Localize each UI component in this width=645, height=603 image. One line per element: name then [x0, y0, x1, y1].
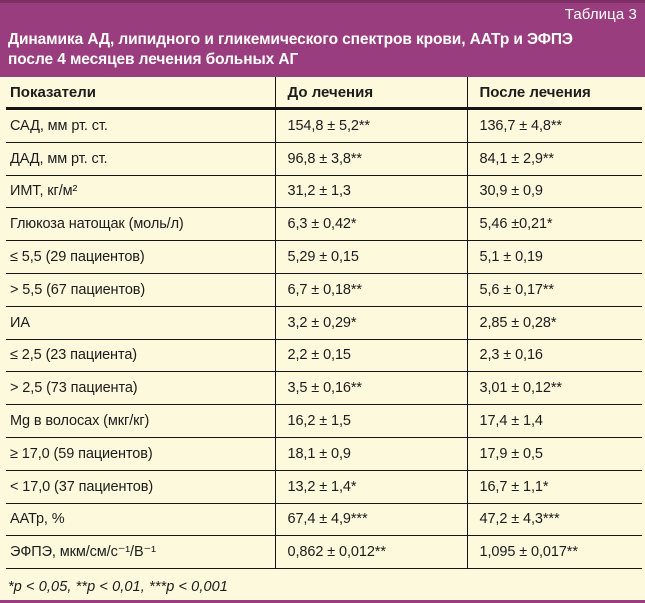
table-row: ААТр, % 67,4 ± 4,9*** 47,2 ± 4,3*** — [6, 503, 642, 537]
row-value-before: 96,8 ± 3,8** — [275, 142, 468, 176]
row-value-after: 5,6 ± 0,17** — [467, 273, 642, 307]
table-row: > 5,5 (67 пациентов) 6,7 ± 0,18** 5,6 ± 0,… — [6, 273, 642, 307]
row-label: > 2,5 (73 пациента) — [6, 371, 276, 406]
row-value-before: 154,8 ± 5,2** — [275, 108, 468, 143]
row-value-after: 84,1 ± 2,9** — [467, 142, 642, 176]
table-body: САД, мм рт. ст. 154,8 ± 5,2** 136,7 ± 4,8*… — [6, 108, 642, 570]
row-value-after: 47,2 ± 4,3*** — [467, 503, 642, 537]
page-title-line2: после 4 месяцев лечения больных АГ — [8, 51, 299, 68]
row-value-after: 1,095 ± 0,017** — [467, 535, 642, 570]
table-row: < 17,0 (37 пациентов) 13,2 ± 1,4* 16,7 ± 1… — [6, 470, 642, 504]
row-value-before: 2,2 ± 0,15 — [275, 339, 468, 373]
row-label: ИМТ, кг/м² — [6, 175, 276, 209]
row-value-after: 17,9 ± 0,5 — [467, 437, 642, 471]
row-value-after: 30,9 ± 0,9 — [467, 175, 642, 209]
table-row: Глюкоза натощак (моль/л) 6,3 ± 0,42* 5,46 … — [6, 207, 642, 242]
page-title: Динамика АД, липидного и гликемического … — [8, 30, 605, 70]
row-value-before: 13,2 ± 1,4* — [275, 470, 468, 504]
bottom-accent-strip — [0, 600, 645, 603]
row-label: ≤ 2,5 (23 пациента) — [6, 339, 276, 373]
row-value-before: 0,862 ± 0,012** — [275, 535, 468, 570]
row-label: < 17,0 (37 пациентов) — [6, 470, 276, 504]
row-value-after: 5,1 ± 0,19 — [467, 240, 642, 274]
row-label: ≤ 5,5 (29 пациентов) — [6, 240, 276, 274]
row-value-after: 3,01 ± 0,12** — [467, 371, 642, 406]
row-value-after: 17,4 ± 1,4 — [467, 404, 642, 438]
row-label: ДАД, мм рт. ст. — [6, 142, 276, 176]
table-row: САД, мм рт. ст. 154,8 ± 5,2** 136,7 ± 4,8*… — [6, 108, 642, 143]
table-row: ≥ 17,0 (59 пациентов) 18,1 ± 0,9 17,9 ± 0,… — [6, 437, 642, 471]
header-indicators: Показатели — [6, 77, 276, 110]
table-row: ≤ 5,5 (29 пациентов) 5,29 ± 0,15 5,1 ± 0,1… — [6, 240, 642, 274]
row-value-after: 136,7 ± 4,8** — [467, 108, 642, 143]
row-value-before: 5,29 ± 0,15 — [275, 240, 468, 274]
row-value-before: 18,1 ± 0,9 — [275, 437, 468, 471]
row-value-before: 3,2 ± 0,29* — [275, 306, 468, 340]
row-value-after: 2,85 ± 0,28* — [467, 306, 642, 340]
row-label: ААТр, % — [6, 503, 276, 537]
results-table: Показатели До лечения После лечения САД,… — [6, 77, 642, 570]
row-value-after: 2,3 ± 0,16 — [467, 339, 642, 373]
table-number-label: Таблица 3 — [564, 6, 637, 23]
row-value-before: 6,7 ± 0,18** — [275, 273, 468, 307]
table-header: Показатели До лечения После лечения — [6, 77, 642, 110]
row-label: Глюкоза натощак (моль/л) — [6, 207, 276, 242]
table-row: ЭФПЭ, мкм/см/с⁻¹/В⁻¹ 0,862 ± 0,012** 1,095… — [6, 535, 642, 570]
table-row: ДАД, мм рт. ст. 96,8 ± 3,8** 84,1 ± 2,9** — [6, 142, 642, 176]
row-value-before: 67,4 ± 4,9*** — [275, 503, 468, 537]
row-value-after: 16,7 ± 1,1* — [467, 470, 642, 504]
significance-footnote: *p < 0,05, **p < 0,01, ***p < 0,001 — [8, 579, 228, 595]
row-value-after: 5,46 ±0,21* — [467, 207, 642, 242]
row-value-before: 6,3 ± 0,42* — [275, 207, 468, 242]
table-row: ИМТ, кг/м² 31,2 ± 1,3 30,9 ± 0,9 — [6, 175, 642, 209]
row-label: Mg в волосах (мкг/кг) — [6, 404, 276, 438]
table-row: ≤ 2,5 (23 пациента) 2,2 ± 0,15 2,3 ± 0,16 — [6, 339, 642, 373]
row-label: ИА — [6, 306, 276, 340]
row-value-before: 31,2 ± 1,3 — [275, 175, 468, 209]
table-row: Mg в волосах (мкг/кг) 16,2 ± 1,5 17,4 ± 1,… — [6, 404, 642, 438]
page-title-line1: Динамика АД, липидного и гликемического … — [8, 31, 573, 48]
row-value-before: 16,2 ± 1,5 — [275, 404, 468, 438]
table-row: ИА 3,2 ± 0,29* 2,85 ± 0,28* — [6, 306, 642, 340]
row-value-before: 3,5 ± 0,16** — [275, 371, 468, 406]
header-before-treatment: До лечения — [275, 77, 468, 110]
header-row: Показатели До лечения После лечения — [6, 77, 642, 110]
row-label: > 5,5 (67 пациентов) — [6, 273, 276, 307]
row-label: ЭФПЭ, мкм/см/с⁻¹/В⁻¹ — [6, 535, 276, 570]
row-label: ≥ 17,0 (59 пациентов) — [6, 437, 276, 471]
title-band: Таблица 3 Динамика АД, липидного и глике… — [0, 0, 645, 77]
header-after-treatment: После лечения — [467, 77, 642, 110]
row-label: САД, мм рт. ст. — [6, 108, 276, 143]
table-row: > 2,5 (73 пациента) 3,5 ± 0,16** 3,01 ± 0,… — [6, 371, 642, 406]
